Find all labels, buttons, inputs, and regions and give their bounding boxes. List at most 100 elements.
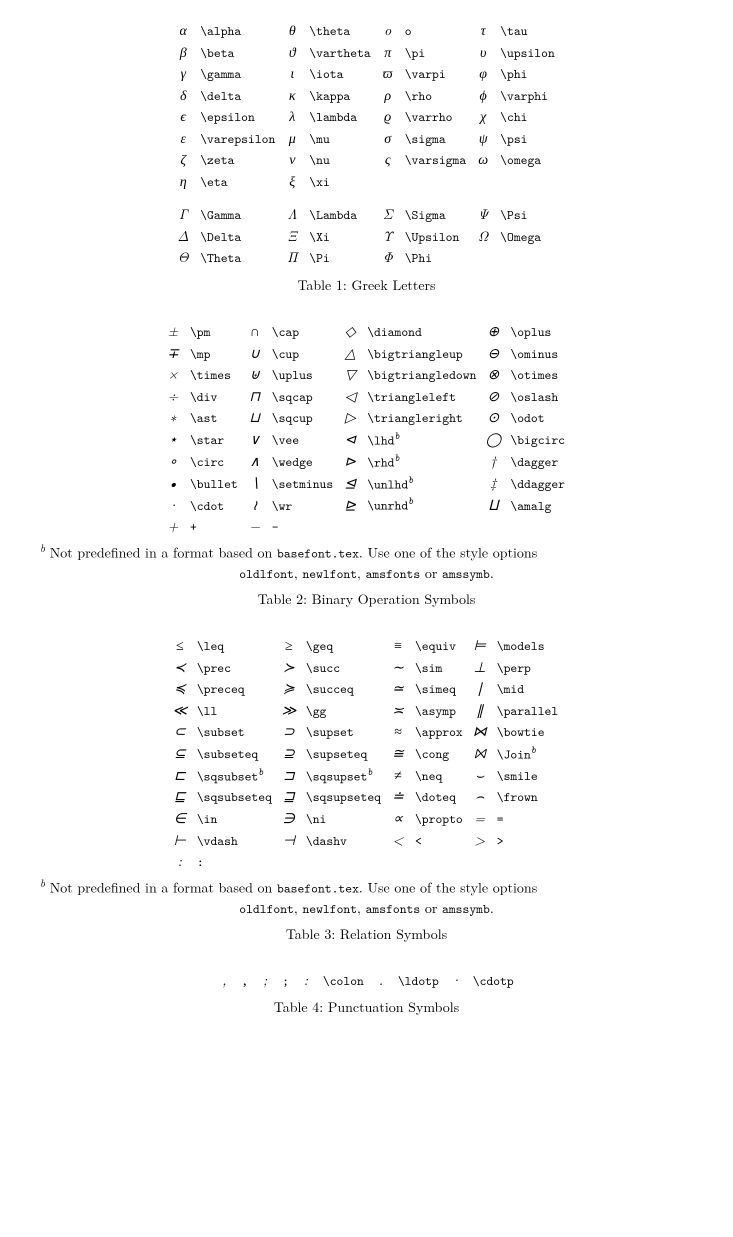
symbol-command: \prec	[195, 657, 278, 679]
footnote-tt: oldlfont	[239, 566, 294, 583]
symbol-command: \colon	[321, 970, 370, 992]
symbol-glyph: ◇	[339, 321, 365, 343]
symbol-glyph: ⊘	[482, 386, 508, 408]
symbol-command: \gg	[304, 700, 387, 722]
symbol-glyph: ∣	[469, 678, 495, 700]
symbol-glyph: ⨝	[469, 743, 495, 765]
table-row: ⊢\vdash⊣\dashv<<>>	[169, 830, 564, 852]
footnote-table3: b Not predefined in a format based on ba…	[40, 877, 693, 898]
symbol-command: \triangleleft	[365, 386, 482, 408]
symbol-command: \ddagger	[508, 473, 571, 495]
symbol-glyph: ≈	[387, 721, 413, 743]
symbol-command	[304, 851, 387, 873]
symbol-glyph: Υ	[377, 226, 403, 248]
symbol-command: \preceq	[195, 678, 278, 700]
table-row: ≼\preceq≽\succeq≃\simeq∣\mid	[169, 678, 564, 700]
symbol-command: \Theta	[198, 247, 281, 269]
symbol-glyph: φ	[472, 63, 498, 85]
symbol-glyph: ∧	[244, 451, 270, 473]
symbol-glyph: o	[377, 20, 403, 42]
symbol-glyph: ⊏	[169, 765, 195, 787]
symbol-command: \propto	[413, 808, 469, 830]
symbol-command: \mid	[495, 678, 564, 700]
symbol-command: \cap	[270, 321, 339, 343]
symbol-glyph: Ψ	[472, 204, 498, 226]
symbol-glyph: υ	[472, 42, 498, 64]
symbol-command: \succ	[304, 657, 387, 679]
symbol-command: \sqcap	[270, 386, 339, 408]
symbol-glyph	[469, 851, 495, 873]
symbol-command: +	[188, 516, 244, 538]
table-row: α\alphaθ\thetaooτ\tau	[172, 20, 561, 42]
symbol-glyph: θ	[281, 20, 307, 42]
symbol-glyph: ⊑	[169, 786, 195, 808]
symbol-command: \simeq	[413, 678, 469, 700]
symbol-command: \smile	[495, 765, 564, 787]
symbol-glyph: ≪	[169, 700, 195, 722]
symbol-command: <	[413, 830, 469, 852]
footnote-text: or	[420, 563, 442, 583]
symbol-glyph: ≅	[387, 743, 413, 765]
symbol-glyph: ω	[472, 149, 498, 171]
table-row: Γ\GammaΛ\LambdaΣ\SigmaΨ\Psi	[172, 204, 561, 226]
symbol-command: \models	[495, 635, 564, 657]
symbol-glyph: <	[387, 830, 413, 852]
symbol-glyph: ς	[377, 149, 403, 171]
footnote-tt: amssymb	[442, 566, 490, 583]
superscript-note: b	[395, 452, 400, 465]
symbol-glyph	[339, 516, 365, 538]
symbol-glyph: ⊢	[169, 830, 195, 852]
table-row: ≤\leq≥\geq≡\equiv⊨\models	[169, 635, 564, 657]
symbol-glyph: η	[172, 171, 198, 193]
symbol-glyph: Ξ	[281, 226, 307, 248]
symbol-glyph: ÷	[162, 386, 188, 408]
symbol-glyph: ∋	[278, 808, 304, 830]
symbol-glyph: ⊎	[244, 364, 270, 386]
footnote-tt: newlfont	[302, 901, 357, 918]
symbol-command: \oslash	[508, 386, 571, 408]
symbol-glyph: ι	[281, 63, 307, 85]
symbol-glyph: ⊐	[278, 765, 304, 787]
symbol-command: \circ	[188, 451, 244, 473]
footnote-table2: b Not predefined in a format based on ba…	[40, 542, 693, 563]
symbol-glyph: ⊲	[339, 429, 365, 451]
table-row: ⊏\sqsubsetb⊐\sqsupsetb≠\neq⌣\smile	[169, 765, 564, 787]
symbol-glyph: ⋈	[469, 721, 495, 743]
symbol-command: \sqsubseteq	[195, 786, 278, 808]
symbol-command: \rhdb	[365, 451, 482, 473]
symbol-command: \rho	[403, 85, 472, 107]
symbol-command: \bigcirc	[508, 429, 571, 451]
symbol-glyph: :	[169, 851, 195, 873]
symbol-glyph: ≍	[387, 700, 413, 722]
superscript-note: b	[408, 495, 413, 508]
symbol-command: \bigtriangledown	[365, 364, 482, 386]
symbol-command: \cup	[270, 343, 339, 365]
symbol-glyph: ε	[172, 128, 198, 150]
symbol-command: -	[270, 516, 339, 538]
symbol-glyph: ≀	[244, 494, 270, 516]
symbol-glyph: ψ	[472, 128, 498, 150]
symbol-glyph: ϵ	[172, 106, 198, 128]
symbol-glyph: ◯	[482, 429, 508, 451]
symbol-command: \mu	[307, 128, 376, 150]
superscript-note: b	[258, 766, 263, 779]
symbol-glyph: ν	[281, 149, 307, 171]
footnote-tt: amssymb	[442, 901, 490, 918]
symbol-command: \upsilon	[498, 42, 561, 64]
superscript-note: b	[531, 744, 536, 757]
table-row: Δ\DeltaΞ\XiΥ\UpsilonΩ\Omega	[172, 226, 561, 248]
footnote-table2-line2: oldlfont, newlfont, amsfonts or amssymb.	[30, 563, 703, 583]
symbol-command: \uplus	[270, 364, 339, 386]
symbol-glyph: †	[482, 451, 508, 473]
symbol-glyph: ‡	[482, 473, 508, 495]
symbol-glyph: ∩	[244, 321, 270, 343]
symbol-command: \amalg	[508, 494, 571, 516]
symbol-glyph: ;	[254, 970, 280, 992]
symbol-command: \alpha	[198, 20, 281, 42]
symbol-glyph: ≥	[278, 635, 304, 657]
symbol-command: \varsigma	[403, 149, 472, 171]
symbol-command	[495, 851, 564, 873]
symbol-command	[498, 171, 561, 193]
symbol-command: \epsilon	[198, 106, 281, 128]
symbol-command: =	[495, 808, 564, 830]
